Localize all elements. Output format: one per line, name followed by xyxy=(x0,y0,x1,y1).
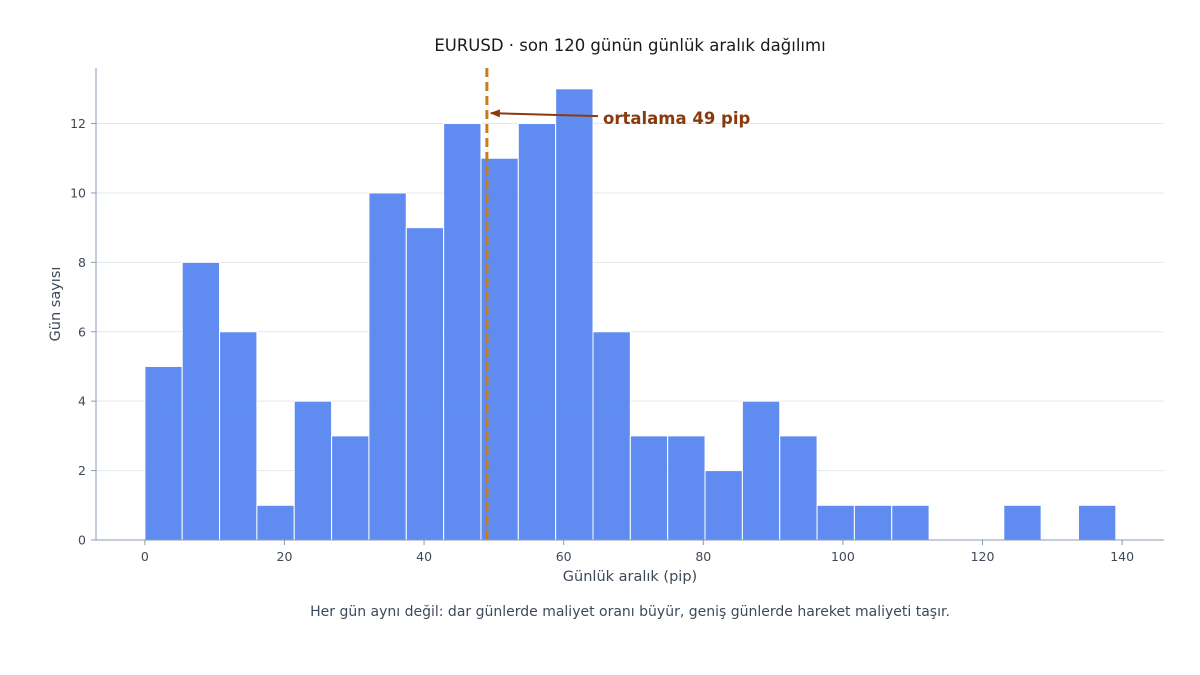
mean-marker xyxy=(485,68,599,540)
mean-annotation-arrow xyxy=(489,109,599,118)
x-tick-label-120: 120 xyxy=(971,549,995,564)
histogram-bar-3 xyxy=(256,504,295,541)
x-tick-label-0: 0 xyxy=(141,549,149,564)
histogram-bar-20 xyxy=(891,504,930,541)
y-tick-label-0: 0 xyxy=(78,533,86,548)
histogram-bar-18 xyxy=(816,504,855,541)
histogram-bar-5 xyxy=(331,435,370,541)
histogram-bar-12 xyxy=(592,331,631,541)
y-tick-label-2: 2 xyxy=(78,463,86,478)
y-axis-label: Gün sayısı xyxy=(48,267,64,342)
chart-caption: Her gün aynı değil: dar günlerde maliyet… xyxy=(310,604,950,620)
histogram-bar-4 xyxy=(293,400,333,541)
histogram-bar-7 xyxy=(405,227,445,541)
axes xyxy=(95,68,1164,541)
histogram-bar-25 xyxy=(1077,504,1117,541)
histogram-bar-23 xyxy=(1003,504,1042,541)
mean-annotation-label: ortalama 49 pip xyxy=(603,109,751,128)
histogram-bar-1 xyxy=(181,261,221,541)
histogram-bar-14 xyxy=(667,435,706,541)
y-tick-label-10: 10 xyxy=(70,185,86,200)
y-tick-label-8: 8 xyxy=(78,255,86,270)
histogram-bar-10 xyxy=(517,123,557,541)
x-tick-label-40: 40 xyxy=(416,549,432,564)
y-tick-label-6: 6 xyxy=(78,324,86,339)
histogram-bar-11 xyxy=(555,88,594,541)
histogram-bar-2 xyxy=(219,331,258,541)
x-tick-label-60: 60 xyxy=(556,549,572,564)
histogram-bar-13 xyxy=(629,435,669,541)
y-tick-label-4: 4 xyxy=(78,394,86,409)
x-axis-label: Günlük aralık (pip) xyxy=(563,569,697,585)
chart-title: EURUSD · son 120 günün günlük aralık dağ… xyxy=(434,36,825,55)
x-tick-label-80: 80 xyxy=(695,549,711,564)
histogram-bar-17 xyxy=(779,435,818,541)
x-tick-label-140: 140 xyxy=(1110,549,1134,564)
x-tick-label-100: 100 xyxy=(831,549,855,564)
histogram-bar-15 xyxy=(704,470,743,541)
histogram-bar-6 xyxy=(368,192,407,541)
x-tick-label-20: 20 xyxy=(277,549,293,564)
histogram-bar-16 xyxy=(741,400,781,541)
y-tick-label-12: 12 xyxy=(70,116,86,131)
histogram-bar-0 xyxy=(144,365,183,541)
histogram-bar-19 xyxy=(853,504,893,541)
histogram-bars xyxy=(144,88,1117,541)
histogram-bar-8 xyxy=(443,123,482,541)
tick-labels: 0 20 40 60 80 100 120 140 0 2 4 6 8 10 12 xyxy=(70,116,1134,564)
